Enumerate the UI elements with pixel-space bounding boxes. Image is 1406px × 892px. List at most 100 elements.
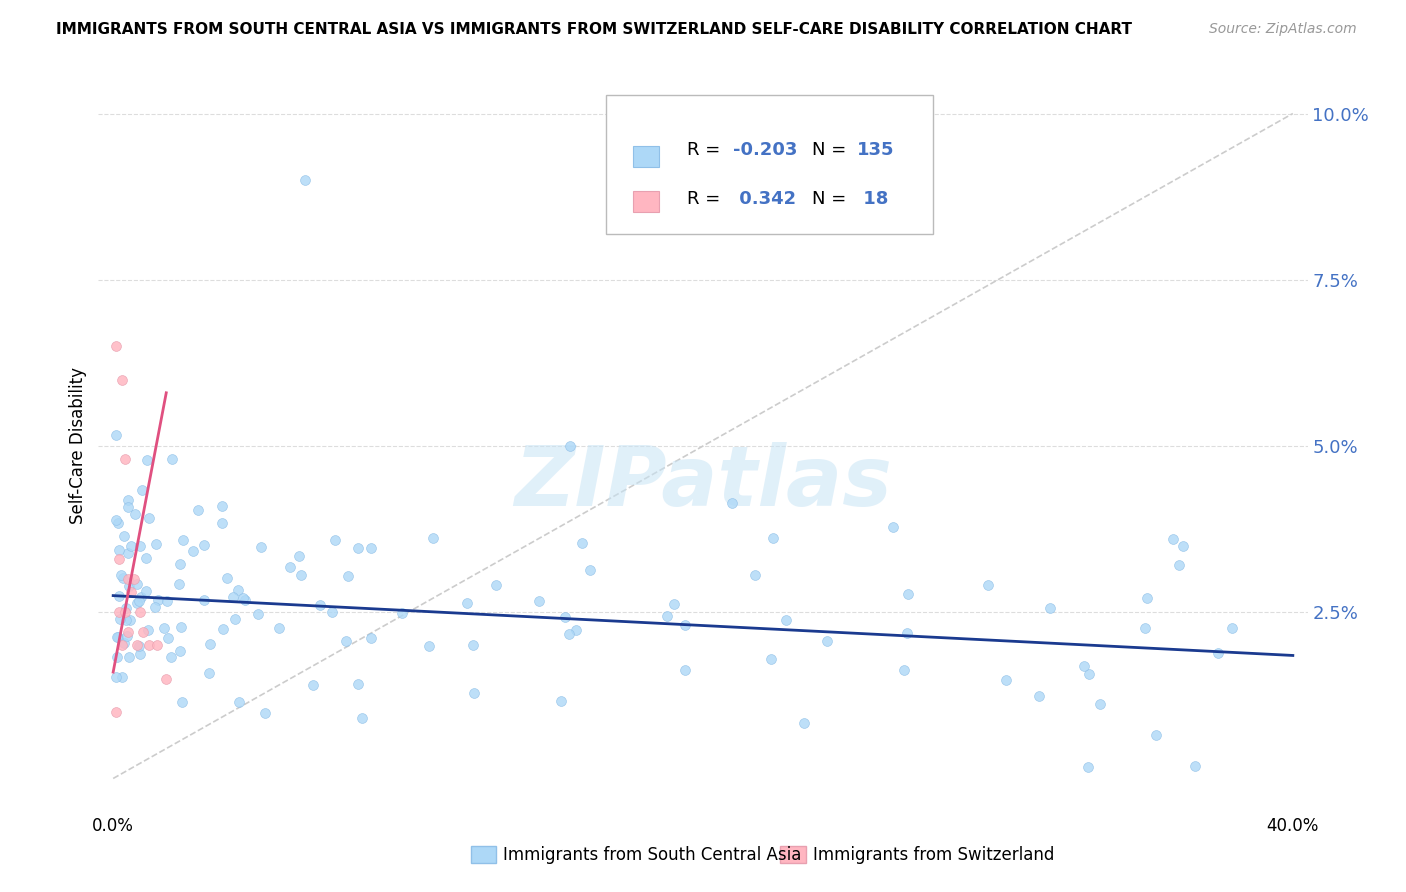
FancyBboxPatch shape [633,145,659,167]
Point [744,568,766,582]
Point [187,503,209,517]
Point [815,633,838,648]
Point [155,672,177,686]
Point [212,622,235,636]
Point [118,613,141,627]
Point [215,571,238,585]
Point [131,483,153,497]
Point [211,516,233,530]
Y-axis label: Self-Care Disability: Self-Care Disability [69,368,87,524]
Point [111,571,134,585]
Point [1167,558,1189,572]
Point [105,339,128,353]
Point [321,605,343,619]
Point [1184,759,1206,773]
Point [105,513,128,527]
Point [105,670,128,684]
Point [111,639,134,653]
Point [135,583,157,598]
Point [136,623,159,637]
Point [129,647,152,661]
Point [156,631,179,645]
Point [253,706,276,721]
Point [897,587,920,601]
Point [309,598,332,612]
Point [287,549,309,563]
Point [156,593,179,607]
Point [135,453,157,467]
Point [228,695,250,709]
Point [172,695,194,709]
Point [146,592,169,607]
Point [145,537,167,551]
Point [111,372,134,386]
Point [463,638,485,652]
Point [1133,622,1156,636]
FancyBboxPatch shape [633,191,659,212]
Point [120,539,142,553]
Point [117,546,139,560]
Point [117,500,139,515]
Point [120,585,142,599]
Point [418,639,440,653]
Point [294,173,316,187]
Point [302,678,325,692]
Point [108,612,131,626]
Point [143,600,166,615]
Text: Immigrants from South Central Asia: Immigrants from South Central Asia [503,846,801,863]
Point [335,634,357,648]
Point [565,623,588,637]
Text: R =: R = [688,190,727,208]
Point [350,711,373,725]
Point [124,507,146,521]
Point [131,625,153,640]
Point [117,493,139,508]
Point [360,541,382,556]
Point [200,637,222,651]
Point [571,535,593,549]
Point [160,650,183,665]
Point [169,557,191,571]
Point [138,511,160,525]
Point [977,578,1000,592]
Point [122,572,145,586]
Point [128,605,150,619]
Point [336,569,359,583]
Point [111,670,134,684]
Point [893,663,915,677]
Point [554,609,576,624]
Point [105,630,128,644]
Point [247,607,270,621]
Point [128,640,150,654]
Point [114,600,136,615]
Point [117,572,139,586]
Point [125,577,148,591]
Point [118,579,141,593]
Point [224,612,246,626]
Point [655,608,678,623]
Point [1161,533,1184,547]
Text: N =: N = [811,190,852,208]
Point [269,622,291,636]
Point [112,636,135,650]
Text: ZIPatlas: ZIPatlas [515,442,891,523]
Point [456,596,478,610]
Point [193,592,215,607]
Point [673,663,696,677]
Point [664,597,686,611]
Point [114,452,136,467]
Point [278,559,301,574]
Point [169,577,191,591]
Point [323,533,346,548]
Text: -0.203: -0.203 [734,142,797,160]
Point [1220,621,1243,635]
Point [226,582,249,597]
Point [135,551,157,566]
Text: 0.342: 0.342 [734,190,796,208]
Text: R =: R = [688,142,727,160]
Point [129,539,152,553]
Text: 135: 135 [856,142,894,160]
Point [114,605,136,619]
Point [193,538,215,552]
Point [138,639,160,653]
